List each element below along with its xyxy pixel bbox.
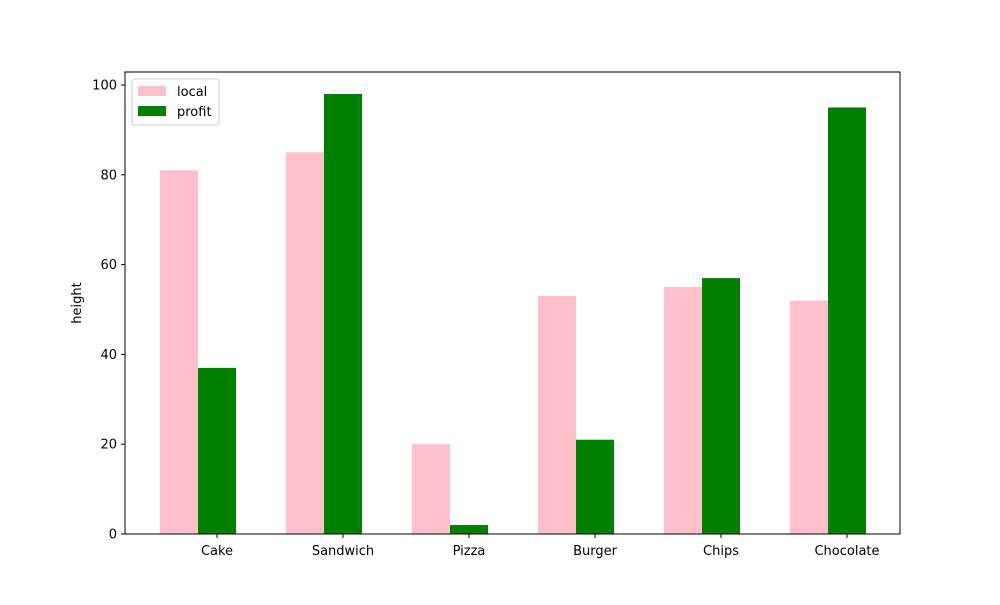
bar-local-sandwich bbox=[286, 152, 324, 534]
bar-profit-chips bbox=[702, 278, 740, 534]
legend: local profit bbox=[131, 78, 220, 126]
y-axis-title: height bbox=[70, 282, 85, 323]
bar-profit-cake bbox=[198, 367, 236, 534]
x-tick-label-cake: Cake bbox=[201, 544, 233, 559]
bar-local-cake bbox=[160, 170, 198, 534]
x-axis: Cake Sandwich Pizza Burger Chips Chocolate bbox=[201, 534, 880, 559]
y-tick-label-100: 100 bbox=[92, 79, 117, 94]
bar-profit-chocolate bbox=[828, 107, 866, 534]
x-tick-label-chips: Chips bbox=[703, 544, 739, 559]
bar-local-chocolate bbox=[790, 300, 828, 534]
bars-layer bbox=[160, 94, 866, 534]
y-tick-label-0: 0 bbox=[109, 528, 117, 543]
bar-profit-burger bbox=[576, 439, 614, 534]
y-tick-label-20: 20 bbox=[100, 438, 117, 453]
y-tick-label-80: 80 bbox=[100, 168, 117, 183]
x-tick-label-sandwich: Sandwich bbox=[312, 544, 374, 559]
plot-frame bbox=[124, 71, 901, 535]
y-tick-label-40: 40 bbox=[100, 348, 117, 363]
legend-label-profit: profit bbox=[177, 105, 212, 120]
legend-swatch-local bbox=[138, 86, 166, 96]
bar-local-chips bbox=[664, 287, 702, 534]
bar-profit-sandwich bbox=[324, 94, 362, 534]
legend-swatch-profit bbox=[138, 106, 166, 116]
legend-label-local: local bbox=[177, 85, 207, 100]
x-tick-label-burger: Burger bbox=[573, 544, 618, 559]
bar-local-pizza bbox=[412, 444, 450, 534]
x-tick-label-pizza: Pizza bbox=[453, 544, 486, 559]
bar-profit-pizza bbox=[450, 525, 488, 534]
x-tick-label-chocolate: Chocolate bbox=[814, 544, 879, 559]
y-tick-label-60: 60 bbox=[100, 258, 117, 273]
y-axis: 0 20 40 60 80 100 bbox=[92, 79, 125, 543]
bar-local-burger bbox=[538, 296, 576, 534]
